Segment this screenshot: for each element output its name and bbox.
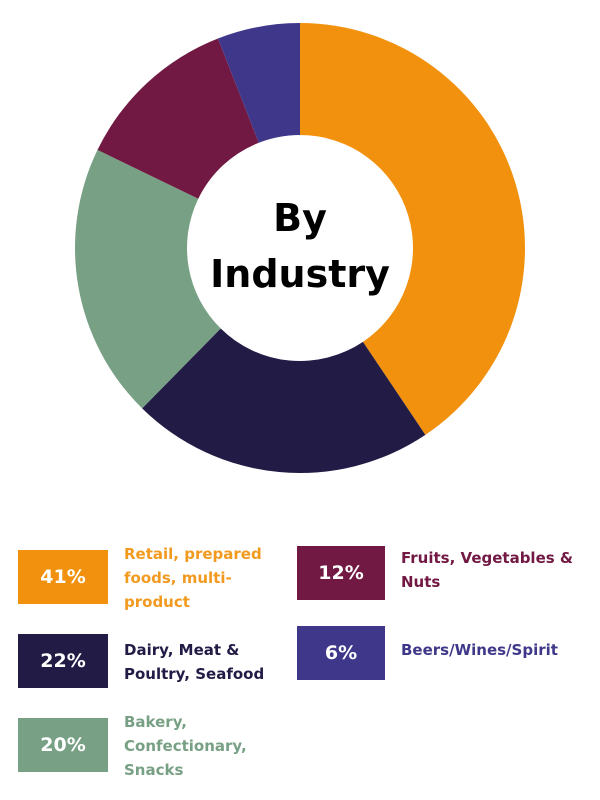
legend-item-fruits: 12% Fruits, Vegetables & Nuts — [297, 546, 581, 600]
donut-slice-retail — [300, 23, 526, 435]
legend-item-dairy: 22% Dairy, Meat & Poultry, Seafood — [18, 634, 284, 688]
legend-label: Fruits, Vegetables & Nuts — [401, 549, 573, 591]
legend-swatch: 41% — [18, 550, 108, 604]
legend-swatch: 22% — [18, 634, 108, 688]
legend-item-beers: 6% Beers/Wines/Spirit — [297, 626, 600, 680]
donut-slice-beers — [217, 23, 300, 143]
title-line-2: Industry — [210, 252, 390, 296]
chart-title: By Industry — [190, 190, 410, 302]
donut-slice-bakery — [74, 149, 221, 409]
legend-swatch: 12% — [297, 546, 385, 600]
legend-item-bakery: 20% Bakery, Confectionary, Snacks — [18, 713, 254, 782]
legend-label: Beers/Wines/Spirit — [401, 641, 558, 659]
legend-swatch: 20% — [18, 718, 108, 772]
legend-swatch: 6% — [297, 626, 385, 680]
legend-label: Dairy, Meat & Poultry, Seafood — [124, 641, 265, 683]
donut-slice-fruits — [97, 38, 259, 199]
legend-label: Bakery, Confectionary, Snacks — [124, 713, 247, 779]
title-line-1: By — [273, 196, 327, 240]
legend-label: Retail, prepared foods, multi-product — [124, 545, 262, 611]
donut-slice-dairy — [142, 328, 426, 473]
donut-chart — [74, 23, 526, 473]
legend-item-retail: 41% Retail, prepared foods, multi-produc… — [18, 545, 274, 614]
